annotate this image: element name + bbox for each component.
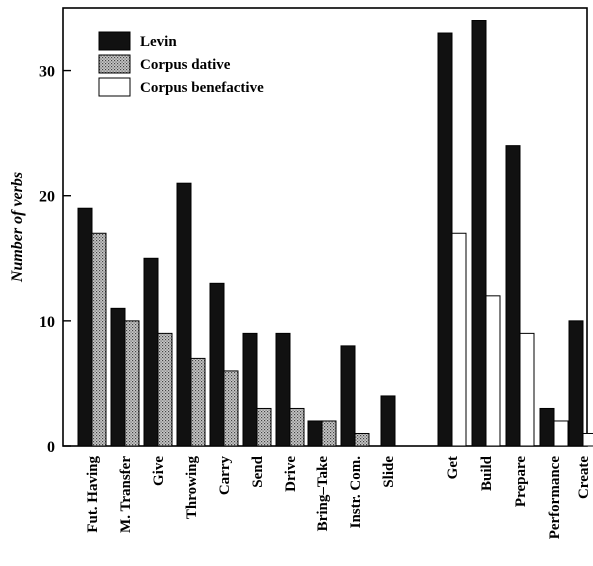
bars bbox=[77, 20, 593, 447]
bar-levin-fut-having bbox=[77, 207, 93, 447]
legend-swatch-levin bbox=[98, 31, 131, 51]
bar-levin-carry bbox=[209, 282, 225, 447]
legend: Levin Corpus dative Corpus benefactive bbox=[98, 31, 264, 97]
y-tick-label: 0 bbox=[47, 439, 55, 456]
bar-corpus-dative-send bbox=[256, 407, 272, 447]
y-axis-label: Number of verbs bbox=[9, 172, 26, 283]
bar-levin-bring-take bbox=[307, 420, 323, 447]
x-axis-category-labels: Fut. Having M. Transfer Give Throwing Carry S… bbox=[85, 455, 592, 539]
legend-label-corpus-dative: Corpus dative bbox=[140, 57, 231, 73]
bar-corpus-dative-instr-com bbox=[354, 432, 370, 447]
y-axis-ticks: 0 10 20 30 bbox=[39, 64, 71, 456]
bar-corpus-dative-bring-take bbox=[321, 420, 337, 447]
bar-levin-get bbox=[437, 32, 453, 447]
x-category-label: Give bbox=[151, 456, 167, 486]
bar-levin-build bbox=[471, 20, 487, 447]
bar-corpus-dative-carry bbox=[223, 370, 239, 447]
bar-levin-drive bbox=[275, 332, 291, 447]
y-tick-label: 10 bbox=[39, 314, 55, 331]
bar-corpus-dative-m-transfer bbox=[124, 320, 140, 447]
bar-levin-give bbox=[143, 257, 159, 447]
y-tick-label: 20 bbox=[39, 189, 55, 206]
x-category-label: Instr. Com. bbox=[348, 456, 364, 529]
x-category-label: Build bbox=[479, 455, 495, 491]
x-category-label: Prepare bbox=[513, 456, 529, 507]
bar-corpus-dative-throwing bbox=[190, 357, 206, 447]
bar-levin-throwing bbox=[176, 182, 192, 447]
x-category-label: Drive bbox=[283, 456, 299, 492]
bar-levin-instr-com bbox=[340, 345, 356, 447]
x-category-label: Bring–Take bbox=[315, 456, 331, 532]
bar-corpus-benefactive-create bbox=[582, 432, 593, 447]
x-category-label: Throwing bbox=[184, 456, 200, 520]
x-category-label: Send bbox=[250, 455, 266, 487]
y-tick-label: 30 bbox=[39, 64, 55, 81]
bar-corpus-benefactive-performance bbox=[553, 420, 569, 447]
x-category-label: Carry bbox=[217, 456, 233, 496]
legend-label-levin: Levin bbox=[140, 34, 177, 50]
bar-levin-slide bbox=[380, 395, 396, 447]
x-category-label: Create bbox=[576, 456, 592, 499]
bar-corpus-benefactive-build bbox=[485, 295, 501, 447]
bar-corpus-benefactive-prepare bbox=[519, 332, 535, 447]
bar-corpus-dative-fut-having bbox=[91, 232, 107, 447]
bar-levin-create bbox=[568, 320, 584, 447]
legend-swatch-corpus-dative bbox=[98, 54, 131, 74]
x-category-label: Get bbox=[445, 456, 461, 479]
bar-levin-prepare bbox=[505, 145, 521, 447]
x-category-label: M. Transfer bbox=[118, 456, 134, 533]
x-category-label: Fut. Having bbox=[85, 456, 101, 533]
bar-levin-m-transfer bbox=[110, 307, 126, 447]
bar-corpus-dative-give bbox=[157, 332, 173, 447]
bar-corpus-dative-drive bbox=[289, 407, 305, 447]
x-category-label: Slide bbox=[381, 456, 397, 488]
legend-swatch-corpus-benefactive bbox=[98, 77, 131, 97]
bar-levin-performance bbox=[539, 407, 555, 447]
bar-levin-send bbox=[242, 332, 258, 447]
legend-label-corpus-benefactive: Corpus benefactive bbox=[140, 80, 264, 96]
bar-corpus-benefactive-get bbox=[451, 232, 467, 447]
x-category-label: Performance bbox=[547, 456, 563, 540]
